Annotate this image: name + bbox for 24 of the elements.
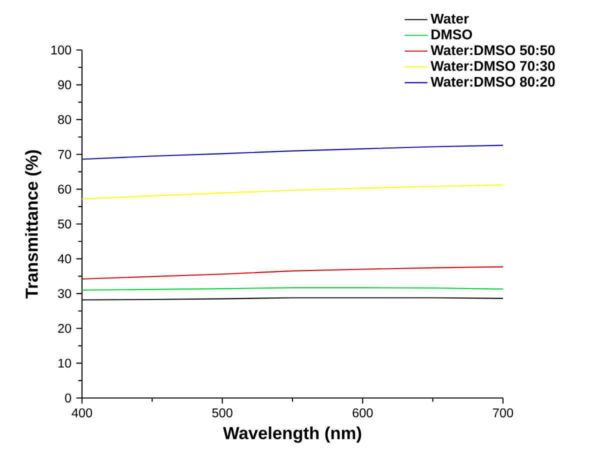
x-tick-label: 400 — [72, 408, 92, 418]
x-tick-label: 500 — [212, 408, 232, 418]
y-axis-title: Transmittance (%) — [25, 150, 42, 298]
legend-label: DMSO — [432, 29, 472, 40]
line-series — [82, 144, 503, 160]
y-tick-label: 90 — [58, 80, 72, 90]
y-tick-label: 10 — [58, 358, 72, 368]
legend-label: Water:DMSO 80:20 — [430, 76, 555, 87]
y-tick-label: 70 — [58, 150, 72, 159]
legend-label: Water:DMSO 50:50 — [430, 45, 555, 56]
y-tick-label: 80 — [58, 115, 72, 124]
legend-label: Water:DMSO 70:30 — [430, 61, 555, 71]
y-tick-label: 20 — [58, 324, 72, 333]
y-tick-label: 50 — [58, 220, 72, 228]
y-tick-label: 0 — [65, 394, 72, 402]
y-tick-label: 100 — [51, 46, 72, 54]
y-tick-label: 30 — [58, 289, 72, 298]
x-tick-label: 700 — [493, 408, 514, 418]
y-tick-label: 40 — [58, 254, 72, 264]
x-axis-title: Wavelength (nm) — [223, 426, 362, 443]
legend-label: Water — [430, 14, 469, 24]
line-series — [82, 184, 503, 200]
x-tick-label: 600 — [352, 408, 373, 418]
y-tick-label: 60 — [58, 184, 72, 194]
